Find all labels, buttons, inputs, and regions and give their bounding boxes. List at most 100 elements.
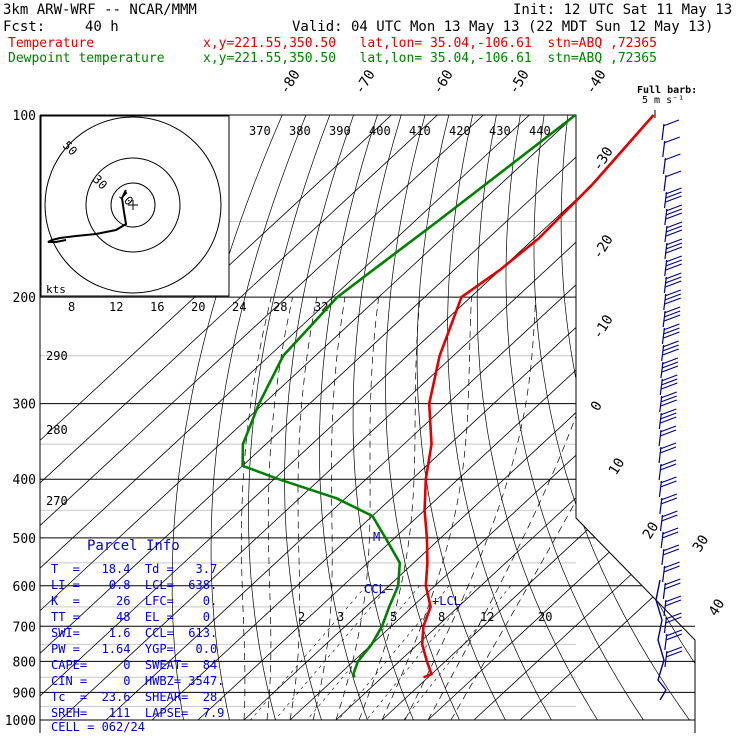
wind-barb-flag [665, 263, 682, 271]
wind-barb-flag [660, 480, 677, 488]
wind-barb-flag [665, 242, 683, 250]
dry-adiabat [533, 115, 690, 721]
isotherm-line [151, 115, 695, 721]
theta-label: 400 [369, 124, 391, 138]
wind-barb-staff [663, 616, 668, 634]
wind-barb-staff [662, 310, 666, 328]
pressure-label: 900 [13, 686, 36, 701]
mixing-ratio-label: 32 [314, 300, 328, 314]
wind-barb-flag [661, 357, 679, 365]
wind-barb-staff [658, 429, 662, 447]
wind-barb-flag [665, 221, 683, 229]
wind-barb-flag [663, 314, 681, 322]
isotherm-line [289, 115, 695, 721]
forecast-label: Fcst: [3, 19, 46, 35]
pressure-label: 300 [13, 398, 36, 413]
wind-barb-flag [665, 225, 683, 233]
wind-barb-flag [665, 204, 683, 212]
wind-barb-flag [659, 459, 677, 467]
wind-barb-flag [664, 170, 682, 178]
isotherm-label: -80 [277, 67, 304, 97]
wind-barb-flag [662, 344, 679, 352]
wind-barb-staff [658, 480, 663, 498]
wind-barb-staff [662, 140, 666, 158]
dry-adiabat [613, 115, 695, 721]
wind-barb-flag [660, 412, 677, 420]
theta-label: 290 [46, 349, 68, 363]
mixing-ratio-label: 24 [232, 300, 246, 314]
wind-barb-flag [662, 548, 680, 556]
diagram-grid [39, 114, 740, 733]
wind-barb-flag [663, 306, 681, 314]
moist-adiabat [427, 297, 610, 721]
wind-barb-flag [664, 578, 681, 586]
dry-adiabat [210, 115, 307, 721]
isotherm-line [40, 115, 530, 721]
dry-adiabat [416, 115, 506, 721]
wind-barb-flag [665, 208, 683, 216]
wind-barb-staff [664, 208, 668, 226]
dry-adiabat [560, 115, 695, 721]
pressure-label: 200 [13, 291, 36, 306]
pressure-label: 600 [13, 580, 36, 595]
wind-barbs: Full barb:5 m s⁻¹ [637, 85, 697, 701]
wind-barb-flag [664, 599, 682, 607]
isotherm-label: 10 [606, 455, 629, 478]
parcel-row: K = 26 LFC= 0. [51, 594, 218, 608]
isotherm-line [519, 115, 695, 721]
wind-barb-flag [660, 497, 678, 505]
wind-barb-cluster [655, 579, 667, 701]
wind-barb-flag [660, 476, 677, 484]
pressure-label: 500 [13, 532, 36, 547]
pressure-label: 800 [13, 655, 36, 670]
parcel-row: CAPE= 0 SWEAT= 84 [51, 658, 218, 672]
wind-barb-flag [661, 361, 679, 369]
parcel-row: CELL = 062/24 [51, 720, 145, 734]
wind-barb-flag [665, 191, 682, 199]
wind-barb-staff [661, 344, 665, 362]
wind-barb-staff [664, 633, 668, 651]
mixing-ratio-label: 2 [298, 610, 305, 624]
wind-barb-staff [662, 565, 666, 583]
wind-barb-flag [659, 463, 677, 471]
wind-barb-flag [665, 255, 682, 263]
init-time: Init: 12 UTC Sat 11 May 13 [513, 2, 733, 18]
parcel-info-panel: Parcel Info T = 18.4 Td = 3.7 LI = 0.8 L… [45, 536, 229, 734]
wind-barb-flag [664, 595, 682, 603]
pressure-label: 400 [13, 473, 36, 488]
isotherm-label: 30 [690, 532, 713, 555]
wind-barb-flag [660, 395, 677, 403]
mixing-ratio-label: 28 [273, 300, 287, 314]
dry-adiabat [476, 115, 598, 721]
theta-label: 370 [249, 124, 271, 138]
wind-barb-flag [660, 391, 677, 399]
wind-barb-flag [660, 399, 677, 407]
isotherm-line [40, 115, 438, 721]
mixing-ratio-line [338, 585, 450, 721]
isotherm-line [197, 115, 695, 721]
parcel-row: T = 18.4 Td = 3.7 [51, 562, 218, 576]
wind-barb-flag [665, 612, 682, 620]
wind-barb-flag [664, 153, 681, 161]
parcel-info-title: Parcel Info [87, 538, 180, 554]
wind-barb-flag [662, 348, 679, 356]
model-title: 3km ARW-WRF -- NCAR/MMM [3, 2, 197, 18]
moist-adiabat [381, 297, 472, 721]
theta-label: 380 [289, 124, 311, 138]
dry-adiabat [735, 115, 740, 720]
theta-label: 410 [409, 124, 431, 138]
mixing-ratio-line [274, 585, 390, 721]
isotherm-label: -20 [590, 232, 617, 262]
parcel-row: SWI= 1.6 CCL= 613. [51, 626, 218, 640]
dry-adiabat [385, 115, 460, 721]
dry-adiabat [248, 115, 331, 721]
wind-barb-flag [665, 238, 683, 246]
mixing-ratio-label: 20 [538, 610, 552, 624]
wind-barb-flag [665, 229, 683, 237]
wind-barb-staff [660, 361, 664, 379]
hodograph-ring-50 [44, 116, 222, 294]
wind-barb-flag [661, 374, 678, 382]
temperature-legend: Temperature [8, 36, 95, 51]
pressure-label: 1000 [5, 714, 36, 729]
